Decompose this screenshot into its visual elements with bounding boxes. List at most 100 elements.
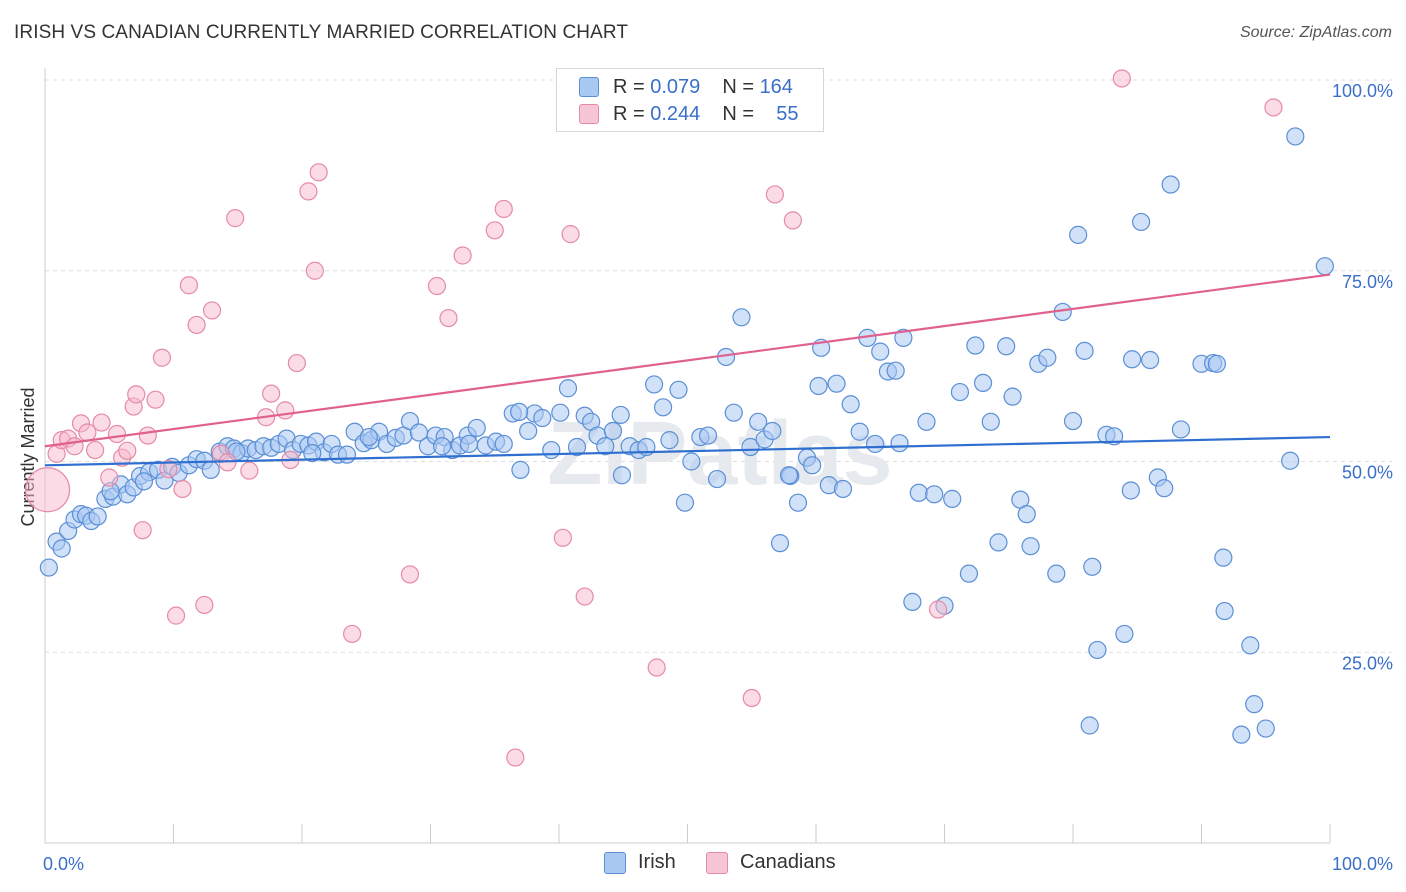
canadian-point bbox=[305, 261, 324, 280]
irish-point bbox=[653, 398, 673, 417]
canadian-point bbox=[506, 748, 525, 767]
irish-point bbox=[39, 558, 58, 577]
irish-point bbox=[519, 421, 538, 441]
y-tick-label: 75.0% bbox=[1342, 272, 1393, 292]
irish-point bbox=[511, 460, 530, 479]
irish-point bbox=[88, 507, 107, 526]
canadian-point bbox=[226, 209, 245, 228]
canadians-swatch bbox=[579, 104, 599, 124]
irish-point bbox=[850, 422, 869, 441]
legend-item-irish[interactable]: Irish bbox=[604, 851, 676, 874]
legend-label-irish: Irish bbox=[638, 851, 676, 873]
irish-point bbox=[1069, 225, 1088, 244]
irish-point bbox=[943, 489, 962, 508]
irish-point bbox=[603, 421, 623, 441]
irish-point bbox=[612, 466, 632, 485]
canadians-r-label: R = bbox=[613, 102, 645, 125]
legend-swatch-irish bbox=[604, 851, 626, 874]
irish-point bbox=[989, 533, 1008, 552]
irish-point bbox=[894, 328, 913, 347]
canadian-point bbox=[159, 460, 178, 479]
legend-item-canadians[interactable]: Canadians bbox=[706, 851, 836, 874]
irish-point bbox=[1003, 387, 1022, 406]
y-tick-label: 25.0% bbox=[1342, 653, 1393, 673]
irish-point bbox=[1132, 212, 1151, 232]
irish-point bbox=[1171, 420, 1191, 439]
canadian-point bbox=[553, 528, 572, 547]
irish-point bbox=[1215, 601, 1234, 621]
irish-point bbox=[698, 426, 718, 445]
irish-point bbox=[494, 434, 513, 454]
canadian-point bbox=[86, 440, 105, 460]
series-legend: Irish Canadians bbox=[0, 851, 1406, 879]
canadian-point bbox=[195, 595, 214, 615]
canadian-point bbox=[765, 185, 784, 204]
irish-point bbox=[788, 493, 808, 512]
irish-point bbox=[459, 434, 479, 454]
canadian-point bbox=[152, 348, 172, 367]
irish-point bbox=[644, 375, 664, 394]
canadians-n-label: N = bbox=[722, 102, 754, 125]
y-tick-label: 100.0% bbox=[1332, 81, 1393, 101]
canadian-point bbox=[92, 413, 111, 432]
legend-row-irish: R = 0.079 N = 164 bbox=[579, 74, 793, 100]
irish-point bbox=[925, 485, 944, 504]
irish-point bbox=[611, 405, 630, 425]
irish-n-value: 164 bbox=[759, 75, 793, 98]
irish-swatch bbox=[579, 77, 599, 97]
irish-point bbox=[432, 437, 452, 456]
irish-point bbox=[763, 421, 782, 441]
irish-point bbox=[669, 380, 688, 399]
irish-point bbox=[596, 437, 615, 456]
canadians-r-value: 0.244 bbox=[650, 102, 701, 125]
axes bbox=[44, 68, 1331, 844]
trend-lines bbox=[44, 273, 1331, 467]
irish-point bbox=[1105, 427, 1124, 446]
canadian-point bbox=[107, 424, 127, 444]
irish-point bbox=[134, 472, 154, 491]
irish-point bbox=[1115, 624, 1134, 644]
irish-trend-line bbox=[44, 435, 1331, 467]
irish-point bbox=[1232, 725, 1251, 744]
irish-point bbox=[833, 479, 853, 499]
irish-point bbox=[732, 308, 751, 327]
irish-r-label: R = bbox=[613, 75, 645, 98]
canadian-point bbox=[24, 467, 71, 513]
canadian-point bbox=[1112, 69, 1131, 88]
irish-point bbox=[909, 483, 928, 502]
canadians-n-value: 55 bbox=[776, 102, 799, 125]
canadian-point bbox=[187, 315, 206, 335]
irish-point bbox=[510, 402, 529, 422]
irish-r-value: 0.079 bbox=[650, 75, 701, 98]
canadian-point bbox=[439, 308, 458, 328]
canadian-point bbox=[287, 353, 306, 373]
irish-point bbox=[841, 395, 860, 414]
canadian-point bbox=[133, 521, 152, 540]
canadian-point bbox=[65, 437, 84, 456]
irish-point bbox=[1281, 451, 1300, 470]
source-label: Source: ZipAtlas.com bbox=[1239, 24, 1392, 41]
irish-point bbox=[1083, 557, 1102, 576]
irish-point bbox=[749, 412, 768, 431]
irish-point bbox=[1155, 479, 1174, 498]
irish-point bbox=[52, 539, 71, 558]
irish-point bbox=[917, 412, 936, 431]
series-irish-points bbox=[39, 127, 1334, 744]
canadian-point bbox=[453, 246, 472, 265]
irish-point bbox=[1075, 341, 1094, 360]
irish-point bbox=[966, 336, 985, 355]
irish-point bbox=[959, 564, 979, 583]
stats-legend: R = 0.079 N = 164 R = 0.244 N = 55 bbox=[556, 68, 824, 132]
canadian-point bbox=[127, 385, 146, 404]
irish-point bbox=[1286, 127, 1305, 146]
irish-point bbox=[303, 444, 322, 463]
canadian-point bbox=[299, 182, 318, 201]
series-canadians-points bbox=[24, 69, 1283, 767]
irish-point bbox=[1038, 348, 1057, 367]
canadian-point bbox=[166, 606, 186, 625]
x-tick-label-min: 0.0% bbox=[43, 854, 84, 874]
canadian-point bbox=[240, 461, 259, 480]
canadian-point bbox=[173, 479, 192, 499]
canadian-point bbox=[647, 658, 666, 677]
canadian-point bbox=[742, 688, 761, 708]
